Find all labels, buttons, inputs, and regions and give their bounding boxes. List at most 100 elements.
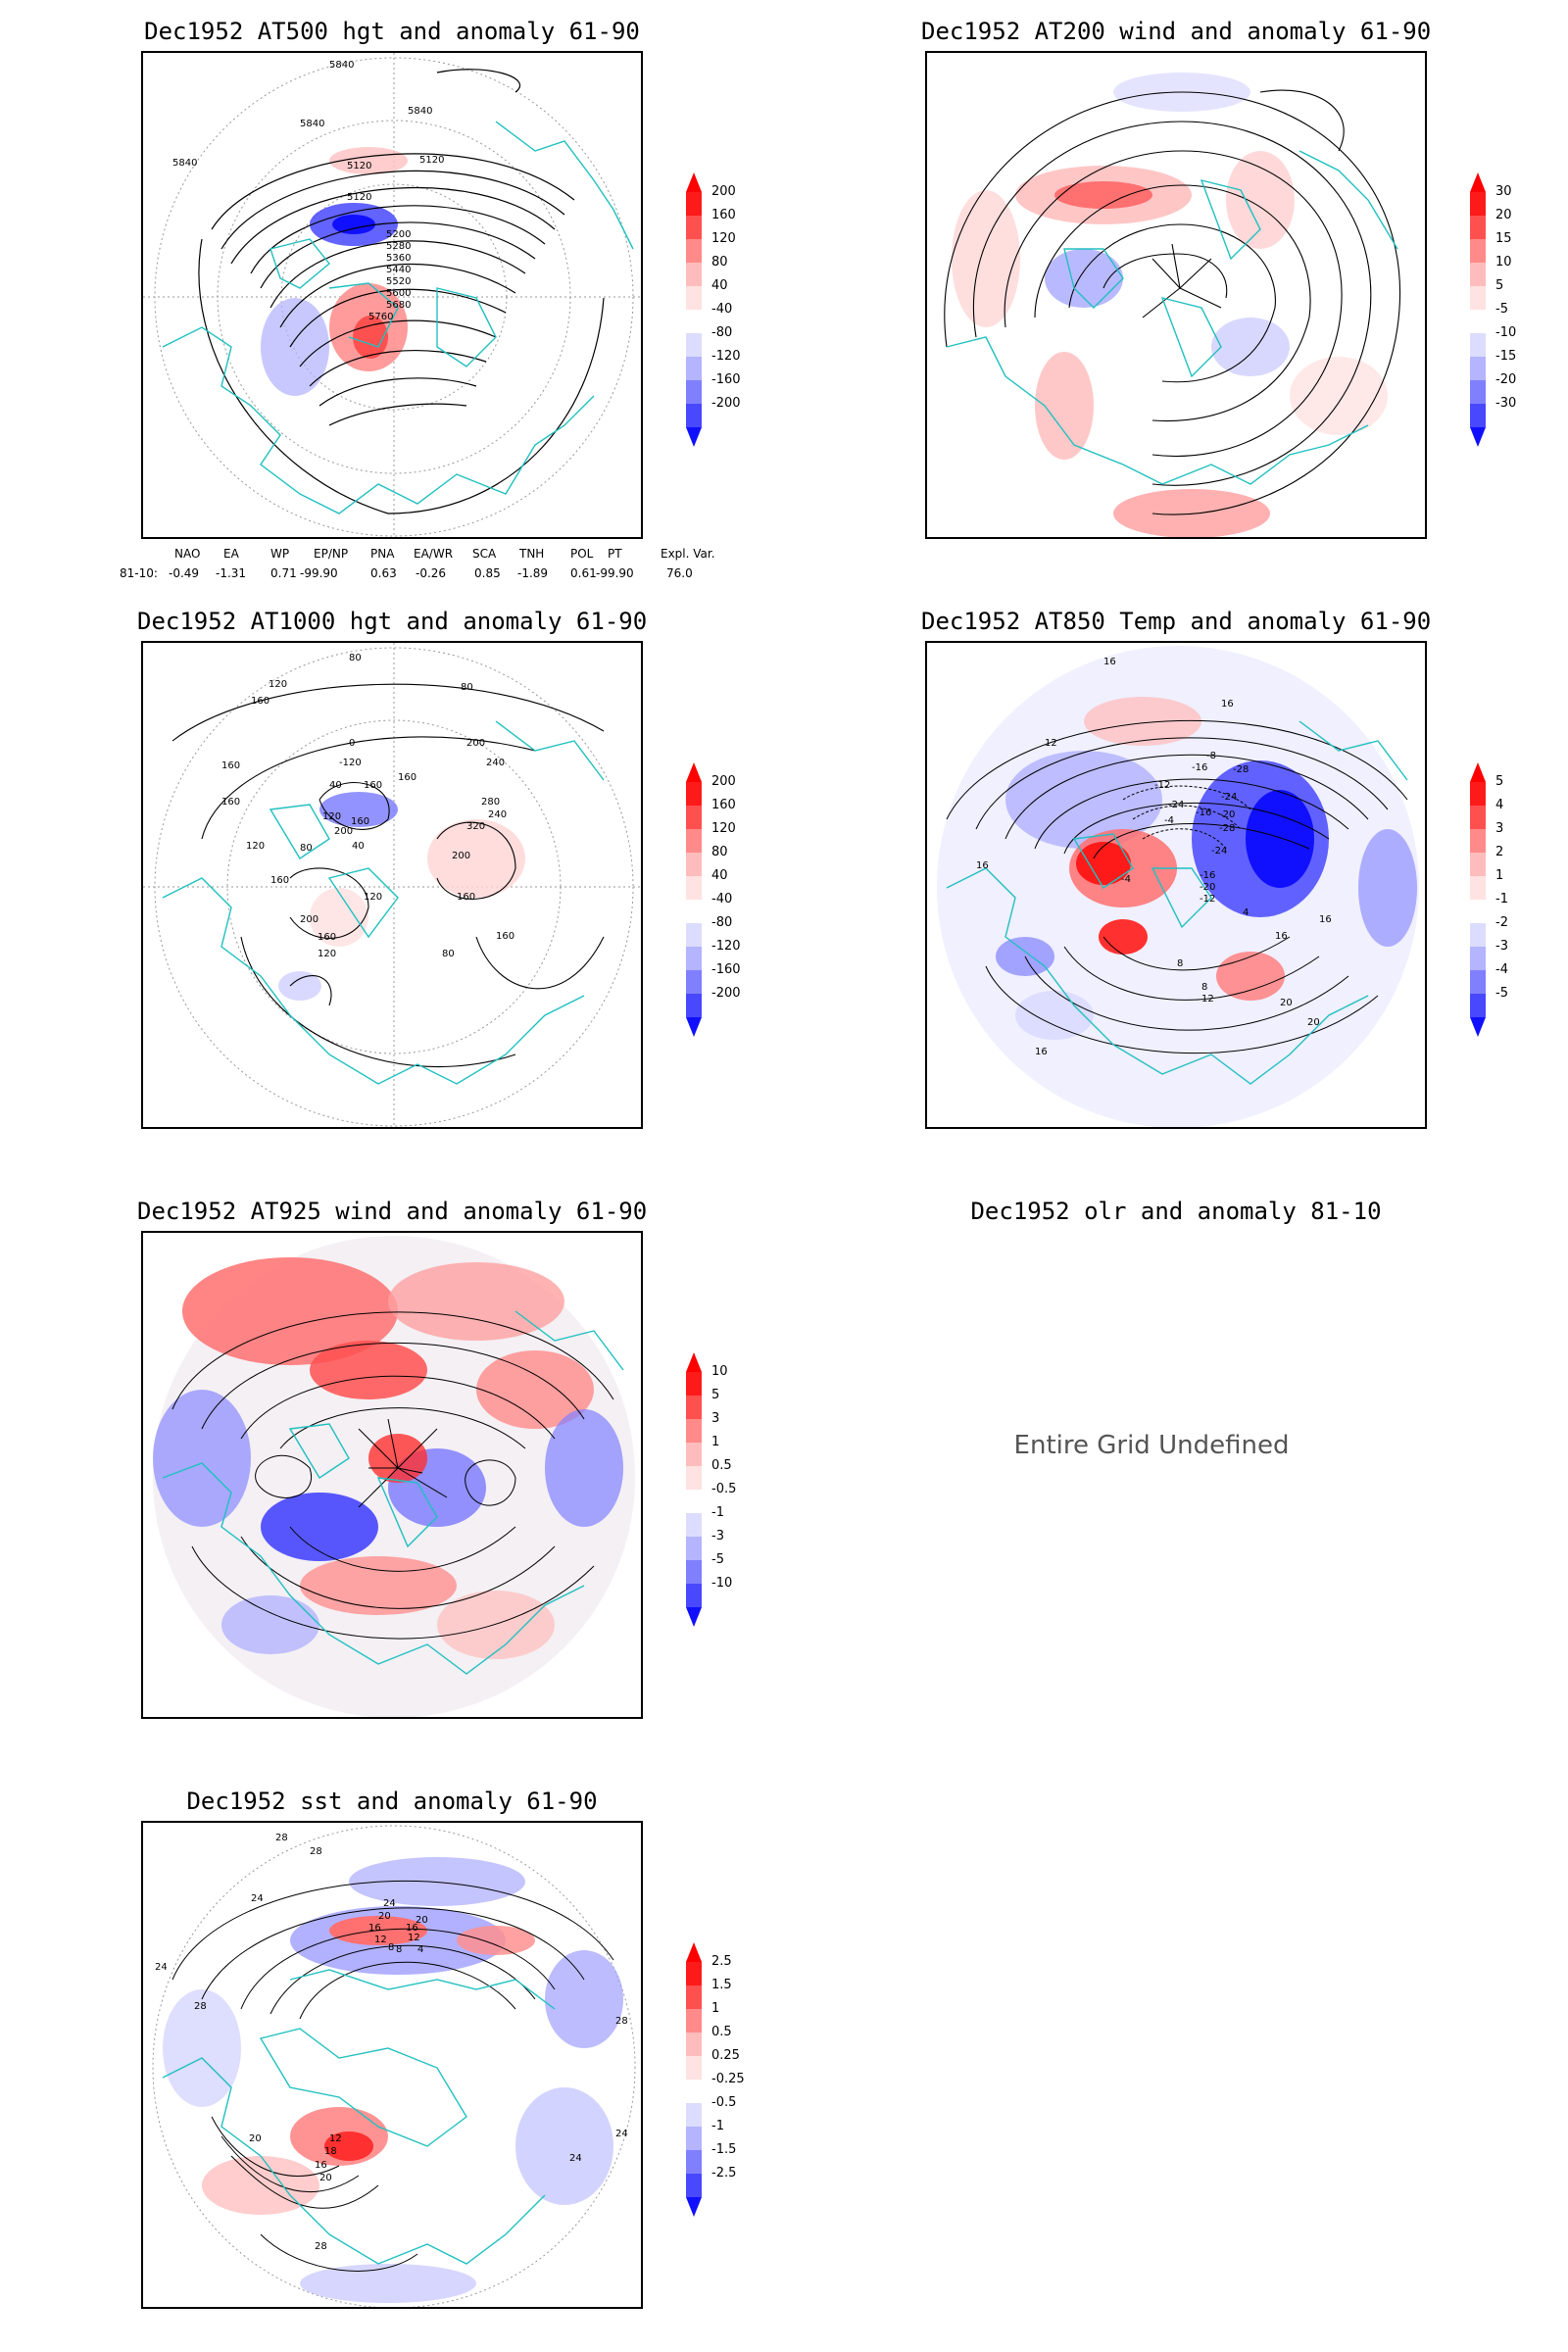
contour-label: 160: [398, 772, 416, 783]
map-frame: 28 28 24 24 20 20 16 16 12 12 8 8 4 24 2…: [141, 1821, 643, 2309]
colorbar-label: -10: [711, 1576, 732, 1591]
contour-label: 8: [1201, 982, 1207, 993]
colorbar-at1000: 200 160 120 80 40 -40 -80 -120 -160 -200: [686, 762, 702, 1037]
contour-label: 5840: [172, 158, 197, 169]
contour-label: 40: [352, 841, 365, 852]
contour-label: -120: [339, 758, 362, 768]
index-value: -1.31: [216, 566, 246, 580]
index-value: 76.0: [666, 566, 693, 580]
index-header: POL: [570, 547, 593, 561]
panel-at200: Dec1952 AT200 wind and anomaly 61-90: [921, 18, 1431, 547]
colorbar-label: 120: [711, 231, 736, 246]
contour-label: 5840: [408, 106, 432, 117]
colorbar-label: -120: [711, 939, 741, 954]
contour-label: 120: [318, 949, 336, 959]
contour-label: 320: [466, 821, 485, 832]
colorbar-label: 5: [1495, 774, 1503, 789]
contour-label: 8: [1177, 958, 1183, 969]
colorbar-label: 80: [711, 845, 728, 859]
colorbar-label: -10: [1495, 325, 1516, 340]
contour-label: 5120: [347, 161, 371, 172]
contour-label: 80: [461, 682, 473, 693]
contour-label: -16: [1196, 808, 1211, 818]
colorbar-label: -20: [1495, 372, 1516, 387]
contour-label: 160: [457, 892, 475, 903]
contour-label: 20: [249, 2133, 262, 2144]
colorbar-label: -200: [711, 396, 741, 411]
contour-label: 16: [315, 2160, 327, 2171]
contour-label: 24: [155, 1962, 168, 1973]
colorbar-label: -30: [1495, 396, 1516, 411]
contour-label: 12: [1045, 738, 1057, 749]
contour-label: -16: [1200, 870, 1215, 881]
contour-label: 12: [374, 1935, 387, 1945]
polar-map: [927, 53, 1427, 539]
contour-label: 12: [1201, 994, 1214, 1004]
colorbar-label: 3: [1495, 821, 1503, 836]
contour-label: 120: [322, 811, 341, 822]
index-header: WP: [270, 547, 289, 561]
colorbar-label: 1: [711, 2001, 719, 2016]
colorbar-label: 10: [1495, 255, 1512, 270]
colorbar-label: -4: [1495, 962, 1508, 977]
colorbar-label: -5: [711, 1552, 724, 1567]
contour-label: 120: [269, 679, 287, 690]
contour-label: 80: [300, 843, 313, 854]
colorbar-label: 160: [711, 208, 736, 222]
map-frame: 80 120 160 80 0 -120 160 200 240 160 40 …: [141, 641, 643, 1129]
colorbar-label: -0.25: [711, 2072, 745, 2086]
contour-label: -24: [1168, 800, 1184, 810]
index-value: 0.61: [570, 566, 597, 580]
colorbar-at850: 5 4 3 2 1 -1 -2 -3 -4 -5: [1470, 762, 1486, 1037]
colorbar-label: 200: [711, 774, 736, 789]
contour-label: 28: [615, 2016, 628, 2027]
colorbar-label: 4: [1495, 798, 1503, 812]
contour-label: 160: [318, 932, 336, 943]
polar-map: [143, 1233, 643, 1719]
contour-label: -4: [1164, 815, 1174, 826]
panel-title: Dec1952 AT925 wind and anomaly 61-90: [137, 1198, 647, 1225]
colorbar-label: 2.5: [711, 1954, 732, 1969]
panel-at500: Dec1952 AT500 hgt and anomaly 61-90: [137, 18, 647, 547]
index-row-label: 81-10:: [120, 566, 158, 580]
colorbar-label: -1: [711, 1505, 724, 1520]
contour-label: 5120: [419, 155, 444, 166]
index-header: TNH: [519, 547, 544, 561]
contour-label: 16: [368, 1923, 381, 1934]
colorbar-label: 160: [711, 798, 736, 812]
colorbar-label: 0.25: [711, 2048, 740, 2063]
contour-label: -16: [1192, 762, 1207, 773]
colorbar-label: -0.5: [711, 1482, 736, 1496]
index-header: SCA: [472, 547, 496, 561]
contour-label: 80: [349, 653, 362, 663]
contour-label: 24: [383, 1898, 396, 1909]
panel-at925: Dec1952 AT925 wind and anomaly 61-90: [137, 1198, 647, 1727]
polar-map: 80 120 160 80 0 -120 160 200 240 160 40 …: [143, 643, 643, 1129]
index-value: 0.63: [370, 566, 397, 580]
colorbar-label: -5: [1495, 302, 1508, 317]
colorbar-label: 10: [711, 1364, 728, 1379]
contour-label: 16: [976, 860, 989, 871]
contour-label: 16: [1221, 699, 1234, 710]
colorbar-label: -3: [711, 1529, 724, 1544]
contour-label: 4: [417, 1944, 423, 1955]
colorbar-label: 2: [1495, 845, 1503, 859]
colorbar-label: -1: [1495, 892, 1508, 906]
colorbar-label: -40: [711, 892, 732, 906]
map-frame: 16 16 12 -8 -16 -28 -12 -24 -24 -4 -16 -…: [925, 641, 1427, 1129]
colorbar-label: -160: [711, 962, 741, 977]
contour-label: 160: [364, 780, 382, 791]
contour-label: 200: [466, 738, 485, 749]
colorbar-label: -5: [1495, 986, 1508, 1001]
contour-label: 24: [251, 1893, 264, 1904]
contour-label: 16: [1035, 1047, 1048, 1057]
contour-label: 5840: [300, 119, 324, 129]
contour-label: 0: [349, 738, 355, 749]
contour-label: 5360: [386, 253, 411, 264]
polar-map: 16 16 12 -8 -16 -28 -12 -24 -24 -4 -16 -…: [927, 643, 1427, 1129]
contour-label: 160: [221, 797, 240, 808]
undefined-grid-message: Entire Grid Undefined: [990, 1431, 1313, 1460]
panel-at850: Dec1952 AT850 Temp and anomaly 61-90: [921, 608, 1431, 1137]
panel-title: Dec1952 AT850 Temp and anomaly 61-90: [921, 608, 1431, 635]
panel-at1000: Dec1952 AT1000 hgt and anomaly 61-90: [137, 608, 647, 1137]
